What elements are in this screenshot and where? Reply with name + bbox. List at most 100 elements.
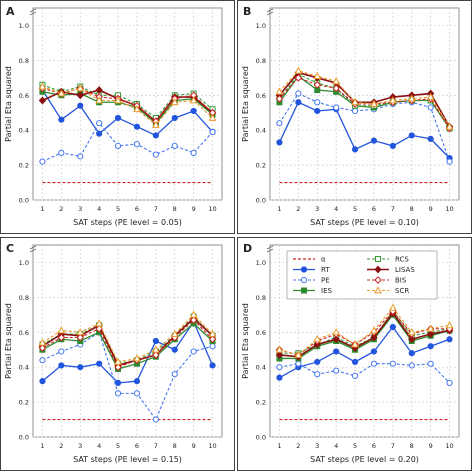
series-line-pe [278, 92, 451, 162]
chart-panel-a: A 0.0 0.2 0.4 0.6 0.8 1.0 1 2 3 4 5 6 7 8 9 10 SAT steps … [0, 0, 235, 234]
data-point-pe [333, 367, 340, 374]
x-tick-label: 2 [296, 205, 300, 213]
data-point-pe [114, 142, 122, 149]
data-point-scr [189, 96, 198, 104]
data-point-scr [275, 87, 284, 95]
data-point-rt [370, 348, 378, 355]
data-point-pe [427, 360, 434, 367]
y-axis-title: Partial Eta squared [4, 303, 13, 379]
x-tick-label: 5 [116, 442, 120, 450]
data-point-scr [332, 328, 340, 336]
y-tick-label: 0.8 [256, 57, 266, 65]
series-pe [276, 90, 453, 165]
series-rt [39, 318, 216, 386]
legend-label: RCS [395, 256, 409, 264]
data-point-rt [171, 346, 178, 353]
data-point-scr [426, 324, 435, 332]
data-point-pe [152, 416, 159, 423]
series-line-rt [279, 325, 450, 379]
y-tick-label: 0.8 [19, 57, 29, 65]
data-point-scr [407, 94, 416, 102]
data-point-pe [171, 142, 178, 149]
x-axis-title: SAT steps (PE level = 0.10) [310, 218, 419, 227]
legend-box [286, 250, 438, 300]
series-line-pe [279, 363, 450, 384]
axis-break-mark [266, 245, 274, 250]
data-point-rt [408, 350, 415, 357]
y-tick-label: 0.6 [256, 329, 266, 337]
x-axis-title: SAT steps (PE level = 0.05) [73, 218, 182, 227]
data-point-bis [208, 335, 217, 344]
x-tick-label: 7 [154, 205, 158, 213]
y-tick-label: 0.4 [256, 127, 266, 135]
data-point-rt [351, 358, 359, 366]
y-tick-label: 1.0 [19, 22, 29, 30]
series-line-rt [42, 320, 214, 384]
data-point-rt [389, 323, 396, 331]
x-tick-label: 5 [353, 205, 357, 213]
x-tick-label: 4 [97, 205, 101, 213]
legend-label: PE [321, 277, 330, 285]
x-tick-label: 2 [59, 205, 63, 213]
data-point-pe [209, 128, 216, 136]
axis-break-mark [29, 245, 37, 250]
data-point-pe [39, 158, 46, 165]
data-point-scr [370, 99, 378, 107]
data-point-scr [76, 328, 85, 336]
legend-swatch-marker [375, 256, 381, 262]
x-tick-label: 4 [334, 442, 338, 450]
legend-swatch-marker [374, 286, 382, 294]
x-tick-label: 1 [277, 442, 281, 450]
x-tick-label: 8 [173, 205, 177, 213]
series-scr [275, 66, 454, 130]
legend-label: SCR [395, 287, 409, 295]
series-line-scr [42, 86, 213, 126]
data-point-bis [294, 73, 303, 82]
y-tick-label: 0.4 [19, 364, 29, 372]
data-point-lisas [38, 96, 47, 105]
y-axis-title: Partial Eta squared [4, 66, 13, 142]
y-tick-label: 0.2 [19, 399, 29, 407]
data-point-rt [190, 107, 197, 115]
data-point-rt [389, 142, 396, 149]
series-line-ies [278, 75, 451, 129]
x-tick-label: 10 [445, 205, 453, 213]
data-point-pe [190, 348, 197, 355]
x-tick-label: 8 [173, 442, 177, 450]
y-tick-label: 0.0 [256, 434, 266, 442]
data-point-scr [294, 66, 303, 74]
y-tick-label: 0.0 [19, 434, 29, 442]
x-tick-label: 2 [59, 442, 63, 450]
x-tick-label: 5 [116, 205, 120, 213]
data-point-scr [133, 354, 141, 362]
data-point-pe [276, 120, 283, 127]
data-point-pe [77, 153, 84, 160]
y-tick-label: 0.4 [19, 127, 29, 135]
x-tick-label: 1 [277, 205, 281, 213]
data-point-rt [314, 107, 321, 115]
data-point-scr [95, 96, 103, 104]
series-scr [38, 82, 217, 128]
data-point-pe [133, 390, 141, 397]
data-point-rt [58, 116, 65, 123]
axis-break-mark [29, 11, 37, 16]
x-tick-label: 7 [154, 442, 158, 450]
data-point-scr [170, 97, 179, 106]
legend: α RT PE IES RCS LISAS BIS SCR [286, 250, 438, 300]
plot-area [32, 7, 223, 201]
y-tick-label: 0.2 [256, 162, 266, 170]
data-point-scr [189, 310, 198, 318]
y-tick-label: 0.8 [19, 294, 29, 302]
data-point-rt [96, 360, 103, 367]
data-point-pe [209, 343, 216, 350]
data-point-scr [208, 329, 217, 337]
y-tick-label: 0.4 [256, 364, 266, 372]
chart-panel-b: B 0.0 0.2 0.4 0.6 0.8 1.0 1 2 3 4 5 6 7 8 9 10 SAT steps … [237, 0, 472, 234]
series-line-pe [42, 122, 213, 163]
series-line-bis [279, 310, 450, 356]
y-tick-label: 1.0 [19, 259, 29, 267]
x-tick-label: 4 [97, 442, 101, 450]
data-point-pe [389, 360, 396, 367]
series-line-rcs [42, 84, 213, 119]
data-point-rt [370, 137, 378, 144]
